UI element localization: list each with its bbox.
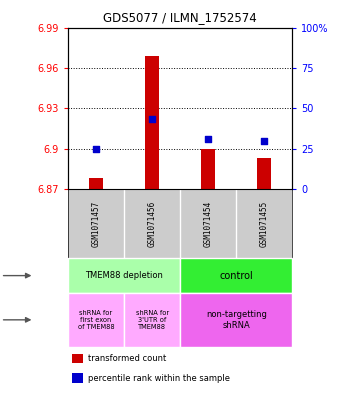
Bar	[180, 258, 292, 293]
Text: GSM1071454: GSM1071454	[204, 200, 213, 247]
Point	[93, 145, 99, 152]
Text: percentile rank within the sample: percentile rank within the sample	[88, 374, 230, 382]
Point	[261, 138, 267, 144]
Bar	[89, 178, 103, 189]
Text: GSM1071455: GSM1071455	[260, 200, 269, 247]
Text: shRNA for
first exon
of TMEM88: shRNA for first exon of TMEM88	[78, 310, 114, 330]
Bar	[68, 258, 180, 293]
Bar	[257, 158, 271, 189]
Bar	[201, 149, 215, 189]
Text: control: control	[219, 271, 253, 281]
Text: GDS5077 / ILMN_1752574: GDS5077 / ILMN_1752574	[103, 11, 257, 24]
Bar	[180, 293, 292, 347]
Text: GSM1071456: GSM1071456	[148, 200, 157, 247]
Text: shRNA for
3'UTR of
TMEM88: shRNA for 3'UTR of TMEM88	[136, 310, 169, 330]
Text: transformed count: transformed count	[88, 354, 167, 363]
Bar	[145, 56, 159, 189]
Text: TMEM88 depletion: TMEM88 depletion	[85, 271, 163, 280]
Bar	[72, 373, 83, 383]
Bar	[124, 293, 180, 347]
Bar	[68, 293, 124, 347]
Text: GSM1071457: GSM1071457	[91, 200, 101, 247]
Bar	[72, 354, 83, 363]
Point	[149, 116, 155, 122]
Text: non-targetting
shRNA: non-targetting shRNA	[206, 310, 267, 330]
Point	[205, 136, 211, 142]
